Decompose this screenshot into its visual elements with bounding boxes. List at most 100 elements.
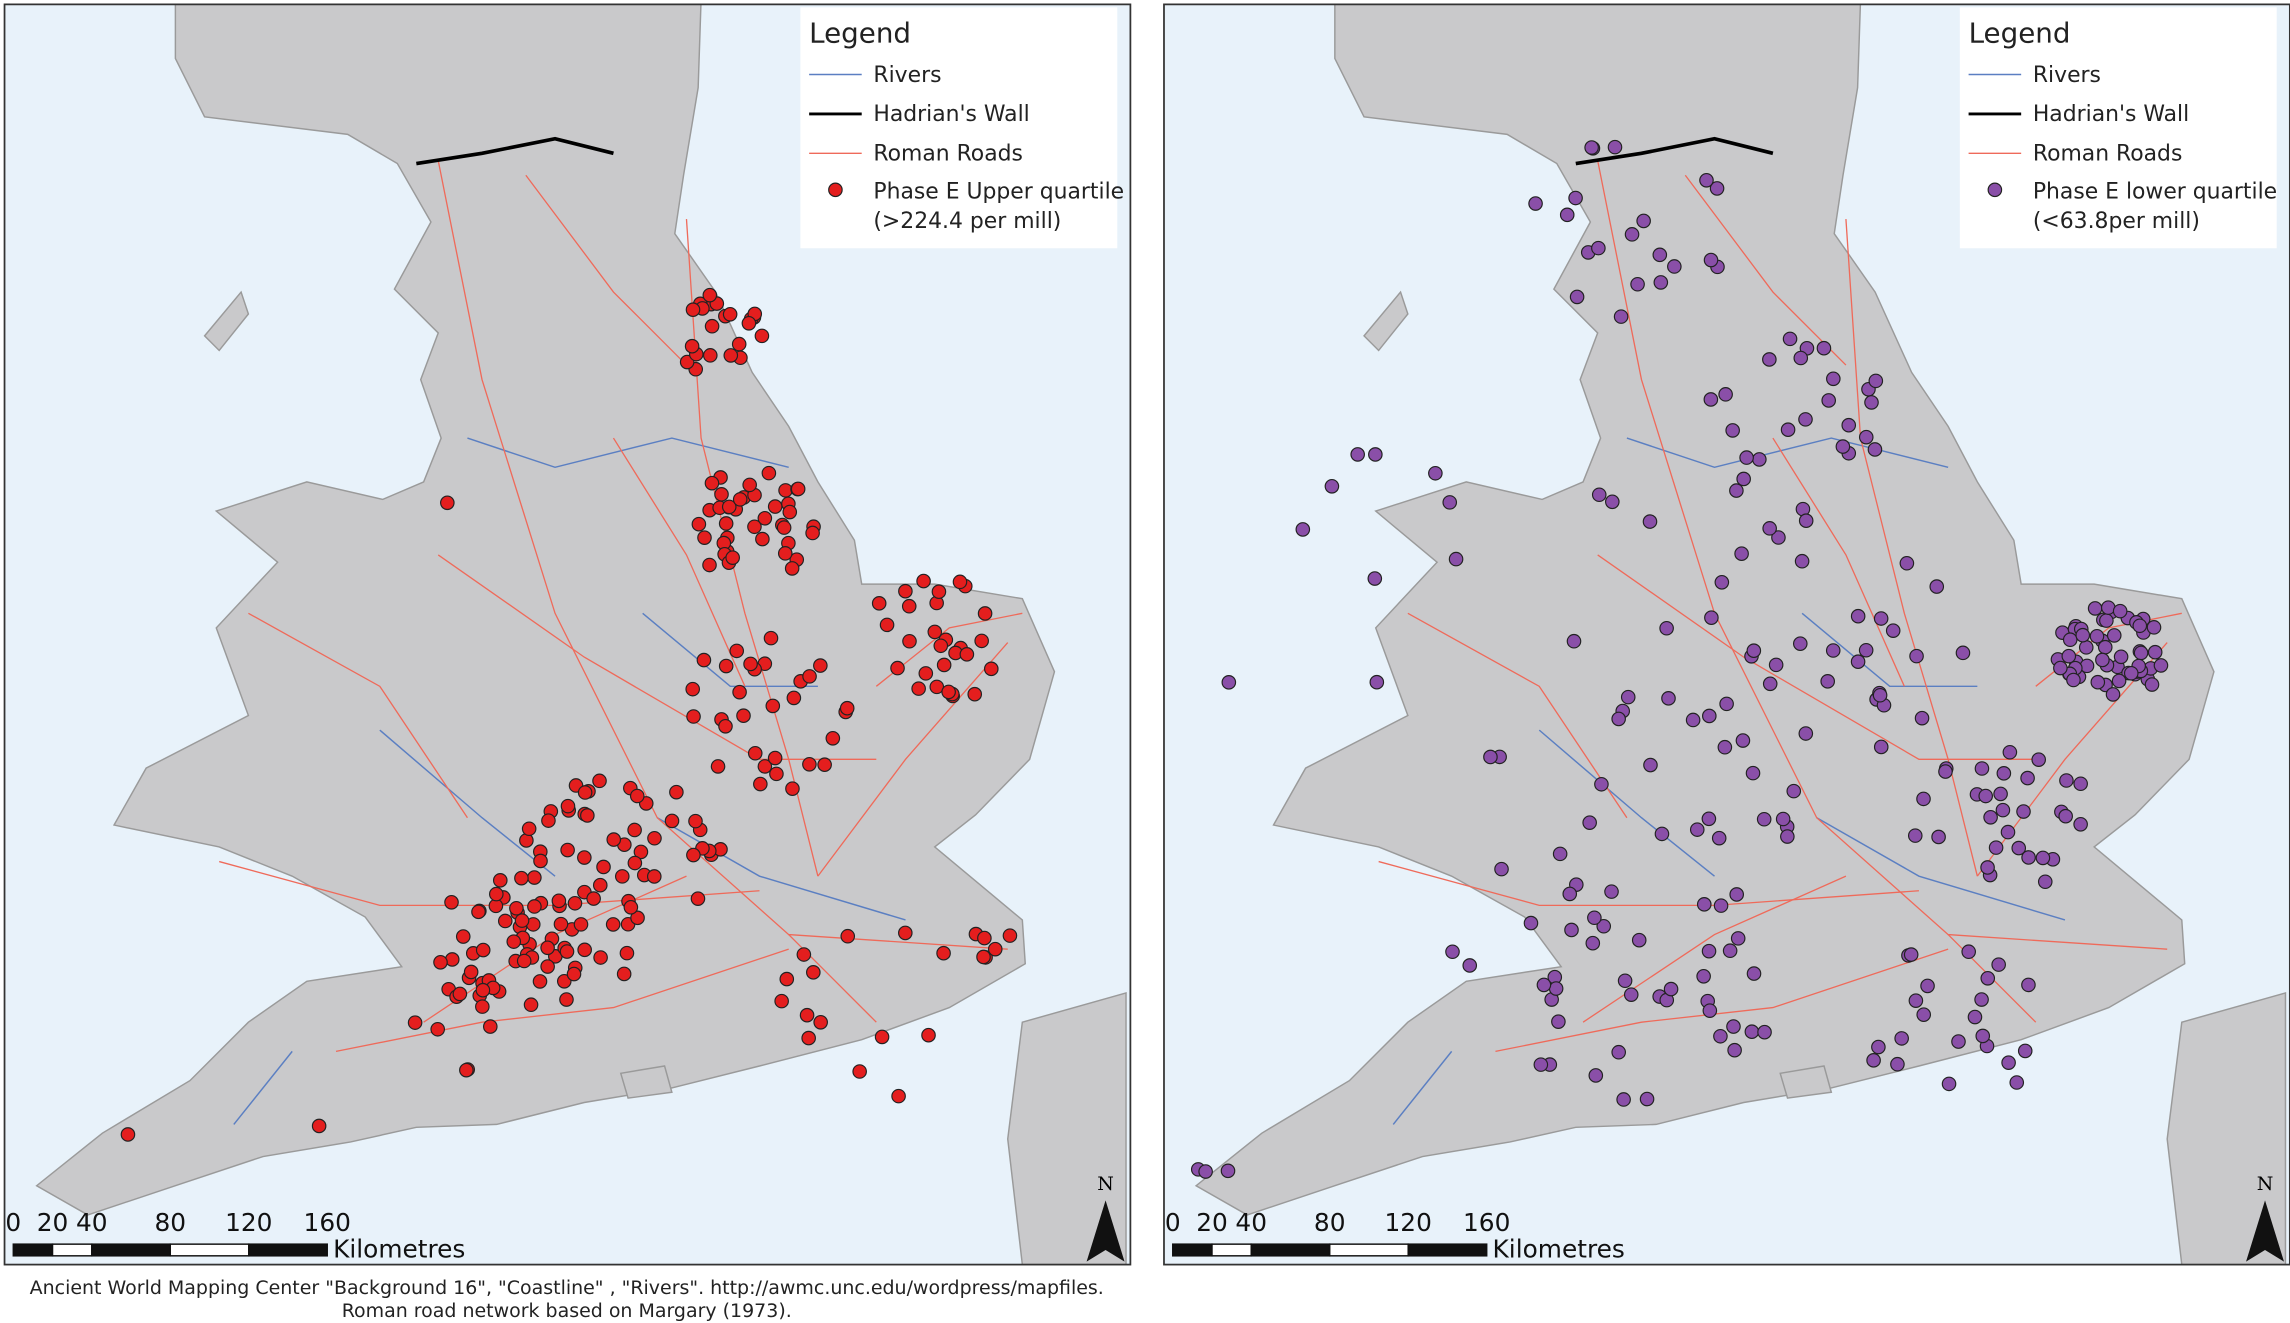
site-point [567,895,583,911]
site-point [741,315,757,331]
caption: Roman road network based on Margary (197… [342,1300,792,1322]
land [1194,4,2215,1216]
site-point [1868,373,1884,389]
site-point [1559,207,1575,223]
site-point [1916,791,1931,807]
site-point [1850,608,1866,624]
scale-segment [1172,1243,1213,1257]
scale-label: 0 [1165,1208,1181,1237]
site-point [702,287,718,303]
site-point [1920,978,1935,994]
site-point [1873,611,1889,626]
site-point [2123,665,2139,681]
site-point [1995,802,2011,818]
site-point [1780,829,1795,844]
hadrians-wall [1575,136,1774,166]
site-point [471,904,486,920]
site-point [1533,1057,1549,1072]
site-point [763,630,779,646]
legend-label: (>224.4 per mill) [873,209,1061,234]
site-point [1611,711,1626,727]
site-point [974,633,989,649]
site-point [686,709,701,724]
site-point [514,870,529,886]
site-point [1587,910,1602,926]
site-point [1689,822,1705,837]
scale-label: 0 [5,1208,21,1237]
road [1772,437,1905,687]
site-point [959,647,975,662]
site-point [902,633,917,649]
site-point [1462,958,1478,973]
scale-label: 160 [1463,1208,1510,1237]
land [35,4,1056,1216]
site-point [605,917,621,932]
site-point [806,965,821,980]
site-point [1713,898,1729,913]
legend-label: Rivers [2033,63,2101,88]
site-point [977,606,993,621]
site-point [560,798,576,814]
site-point [1798,726,1814,741]
site-point [774,993,789,1009]
site-point [782,504,798,520]
site-point [669,784,684,800]
river [1392,1050,1453,1125]
site-point [1744,1024,1760,1040]
site-point [690,891,706,906]
legend-point [1987,182,2003,198]
island [1363,290,1409,352]
site-point [725,550,740,565]
site-point [1588,1068,1604,1083]
scale-segment [1407,1243,1488,1257]
site-point [1528,196,1543,211]
site-point [523,997,539,1013]
site-point [1585,935,1601,951]
legend-label: Hadrian's Wall [2033,102,2189,127]
site-point [936,657,952,673]
site-point [1494,861,1509,877]
site-point [1757,1024,1772,1040]
land-corner [1006,992,1127,1265]
site-point [723,348,739,363]
road [1845,218,1978,877]
site-point [593,950,608,965]
site-point [1428,465,1443,481]
site-point [1445,944,1460,960]
map-panel: Legend Rivers Hadrian's Wall Roman Roads Pha… [3,3,1132,1266]
site-point [1951,1034,1966,1049]
site-point [1726,1019,1741,1034]
site-point [1762,521,1777,536]
site-point [2075,627,2091,643]
road [817,642,1009,877]
site-point [1729,483,1744,498]
north-label: N [1097,1173,1114,1195]
scale-unit: Kilometres [333,1234,465,1263]
site-point [1654,826,1670,842]
site-point [1221,675,1237,690]
site-point [1620,689,1636,705]
site-point [1718,387,1733,402]
site-point [1582,815,1597,830]
site-point [901,598,917,614]
site-point [577,785,593,800]
site-point [1369,674,1385,690]
site-point [767,750,783,766]
site-point [2111,673,2127,689]
site-point [1002,928,1018,943]
site-point [452,986,468,1002]
site-point [704,318,720,334]
site-point [2061,648,2077,664]
site-point [444,894,459,910]
site-point [1996,766,2012,781]
road [1684,174,1847,366]
site-point [2037,874,2053,890]
site-point [977,930,992,946]
site-point [1820,674,1835,689]
site-point [1703,252,1719,268]
site-point [1643,757,1658,773]
site-point [1711,830,1727,846]
site-point [1703,392,1719,407]
site-point [718,718,733,734]
